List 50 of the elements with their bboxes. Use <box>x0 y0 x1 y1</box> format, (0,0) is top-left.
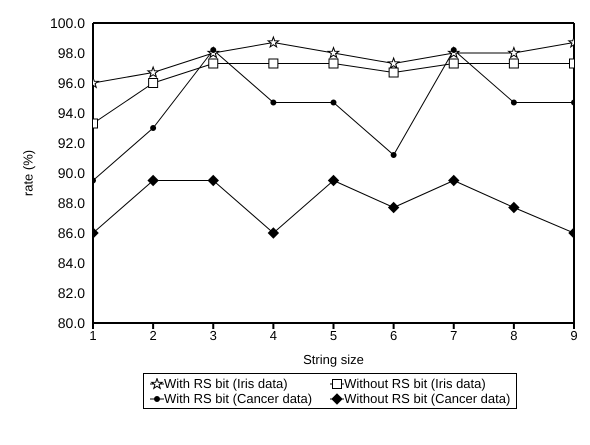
y-tick-label: 98.0 <box>58 44 86 61</box>
point <box>150 125 156 131</box>
x-tick-label: 8 <box>510 328 518 344</box>
point <box>508 202 520 213</box>
point <box>148 175 159 186</box>
legend-label: With RS bit (Cancer data) <box>164 391 312 406</box>
point <box>328 58 338 68</box>
point <box>268 228 279 238</box>
point <box>208 58 218 68</box>
y-tick-label: 88.0 <box>58 194 86 211</box>
point <box>268 36 280 48</box>
point <box>268 58 278 68</box>
point <box>510 100 517 106</box>
x-tick-label: 3 <box>210 328 217 344</box>
point <box>508 58 519 68</box>
y-tick-label: 80.0 <box>58 314 86 331</box>
x-axis-title: String size <box>303 352 364 367</box>
point <box>508 47 520 58</box>
x-tick-label: 7 <box>450 328 458 344</box>
legend-label: Without RS bit (Iris data) <box>344 376 486 391</box>
y-tick-label: 90.0 <box>58 164 86 181</box>
point <box>147 66 159 78</box>
x-tick-label: 4 <box>270 328 277 344</box>
point <box>388 58 400 68</box>
point <box>148 78 158 88</box>
point <box>448 58 459 68</box>
point <box>328 175 339 186</box>
y-tick-label: 84.0 <box>58 254 86 271</box>
point <box>448 175 460 186</box>
x-tick-label: 9 <box>570 328 578 344</box>
y-tick-label: 100.0 <box>50 14 86 31</box>
x-tick-label: 1 <box>89 328 97 344</box>
point <box>388 68 399 78</box>
legend-label: With RS bit (Iris data) <box>164 376 288 391</box>
point <box>208 175 219 186</box>
point <box>330 100 336 106</box>
x-tick-label: 2 <box>150 328 157 344</box>
y-tick-label: 86.0 <box>58 224 86 241</box>
legend-label: Without RS bit (Cancer data) <box>344 391 510 406</box>
x-tick-label: 5 <box>330 328 338 344</box>
point <box>390 152 397 158</box>
y-axis-title: rate (%) <box>20 150 36 196</box>
y-tick-label: 92.0 <box>58 134 86 151</box>
y-tick-label: 96.0 <box>58 74 86 91</box>
y-tick-label: 94.0 <box>58 104 86 121</box>
point <box>270 100 276 106</box>
x-tick-label: 6 <box>390 328 398 344</box>
point <box>388 202 400 213</box>
y-tick-label: 82.0 <box>58 284 86 301</box>
point <box>328 47 340 58</box>
